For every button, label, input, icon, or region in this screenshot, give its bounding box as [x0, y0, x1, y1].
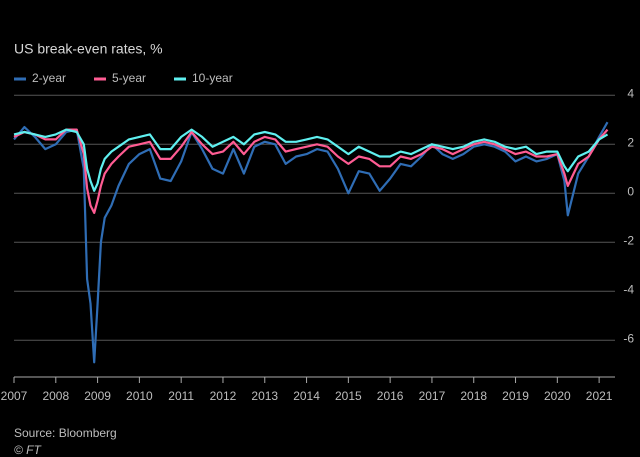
source: Source: Bloomberg: [14, 426, 117, 440]
series-line: [13, 121, 609, 364]
credit: © FT: [14, 443, 43, 457]
x-tick-label: 2020: [544, 389, 571, 403]
x-tick-label: 2007: [1, 389, 28, 403]
x-tick-label: 2012: [210, 389, 237, 403]
y-tick-label: -6: [623, 331, 634, 345]
y-tick-label: -4: [623, 282, 634, 296]
x-tick-label: 2009: [84, 389, 111, 403]
legend-label: 10-year: [192, 71, 233, 85]
x-tick-label: 2021: [586, 389, 613, 403]
series-line: [13, 128, 609, 214]
x-tick-label: 2010: [126, 389, 153, 403]
chart-title: US break-even rates, %: [14, 41, 163, 57]
x-tick-label: 2017: [419, 389, 446, 403]
x-tick-label: 2013: [251, 389, 278, 403]
x-tick-label: 2014: [293, 389, 320, 403]
x-tick-label: 2016: [377, 389, 404, 403]
legend-label: 2-year: [32, 71, 66, 85]
y-tick-label: 0: [627, 184, 634, 198]
x-tick-label: 2019: [502, 389, 529, 403]
x-tick-label: 2011: [168, 389, 194, 403]
x-tick-label: 2015: [335, 389, 362, 403]
x-tick-label: 2008: [42, 389, 69, 403]
y-tick-label: 2: [627, 135, 634, 149]
legend-label: 5-year: [112, 71, 146, 85]
y-tick-label: -2: [623, 233, 634, 247]
series-line: [13, 128, 609, 192]
x-tick-label: 2018: [460, 389, 487, 403]
y-tick-label: 4: [627, 86, 634, 100]
